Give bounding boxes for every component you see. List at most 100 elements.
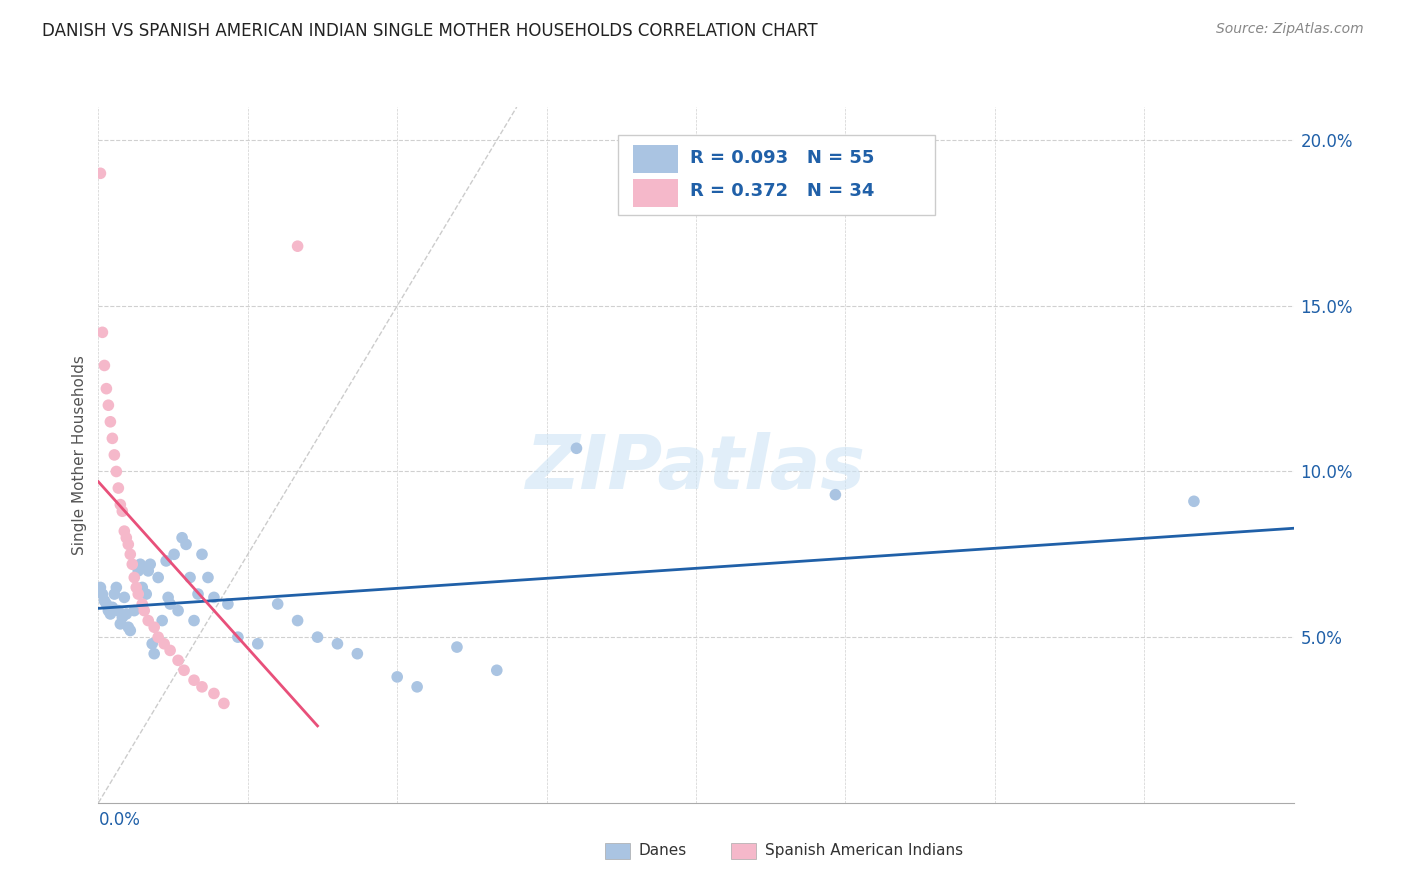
Point [89, 166, 111, 180]
Point [111, 610, 134, 624]
Text: Spanish American Indians: Spanish American Indians [765, 843, 963, 857]
Point [406, 680, 429, 694]
Point [93, 593, 115, 607]
Point [187, 587, 209, 601]
Point [1182, 494, 1205, 508]
Point [124, 570, 146, 584]
Point [103, 448, 125, 462]
Text: DANISH VS SPANISH AMERICAN INDIAN SINGLE MOTHER HOUSEHOLDS CORRELATION CHART: DANISH VS SPANISH AMERICAN INDIAN SINGLE… [42, 22, 818, 40]
Point [155, 554, 177, 568]
Point [127, 564, 149, 578]
Point [100, 607, 122, 621]
Point [197, 570, 219, 584]
Point [191, 547, 214, 561]
Point [97, 604, 120, 618]
Point [136, 564, 159, 578]
Point [179, 570, 201, 584]
Point [143, 647, 166, 661]
Point [385, 670, 409, 684]
Point [326, 637, 349, 651]
Point [135, 587, 157, 601]
Point [97, 398, 120, 412]
Point [217, 597, 239, 611]
Point [115, 531, 138, 545]
Bar [633, 178, 678, 207]
Point [107, 481, 129, 495]
Point [141, 637, 163, 651]
Point [103, 587, 125, 601]
Y-axis label: Single Mother Households: Single Mother Households [72, 355, 87, 555]
Point [129, 558, 152, 572]
Point [159, 643, 181, 657]
Point [89, 581, 111, 595]
Point [163, 547, 186, 561]
Bar [633, 145, 678, 173]
Point [143, 620, 166, 634]
Point [212, 697, 235, 711]
Point [246, 637, 269, 651]
Point [101, 431, 124, 445]
Point [267, 597, 290, 611]
Point [148, 570, 170, 584]
Point [117, 537, 139, 551]
Point [110, 616, 132, 631]
Point [346, 647, 368, 661]
Point [226, 630, 249, 644]
Point [120, 624, 142, 638]
Point [112, 591, 135, 605]
Point [100, 415, 122, 429]
Point [139, 558, 162, 572]
Point [136, 614, 159, 628]
Point [565, 442, 588, 456]
Point [110, 498, 132, 512]
Point [121, 558, 143, 572]
Point [125, 581, 148, 595]
Text: R = 0.093   N = 55: R = 0.093 N = 55 [690, 149, 875, 167]
Point [183, 614, 205, 628]
Point [202, 686, 225, 700]
Point [107, 604, 129, 618]
Point [167, 653, 190, 667]
Point [112, 524, 135, 538]
Point [120, 547, 142, 561]
Point [150, 614, 173, 628]
Point [191, 680, 214, 694]
Point [101, 600, 124, 615]
Point [115, 607, 138, 621]
Text: ZIPatlas: ZIPatlas [526, 433, 866, 506]
Point [93, 359, 115, 373]
FancyBboxPatch shape [619, 135, 935, 215]
Text: R = 0.372   N = 34: R = 0.372 N = 34 [690, 182, 875, 200]
Point [131, 581, 153, 595]
Point [96, 597, 118, 611]
Text: Source: ZipAtlas.com: Source: ZipAtlas.com [1216, 22, 1364, 37]
Point [157, 591, 180, 605]
Point [287, 239, 309, 253]
Point [91, 326, 114, 340]
Point [131, 597, 153, 611]
Point [96, 382, 118, 396]
Point [111, 504, 134, 518]
Point [124, 604, 146, 618]
Point [134, 604, 156, 618]
Point [202, 591, 225, 605]
Point [159, 597, 181, 611]
Point [174, 537, 197, 551]
Point [117, 620, 139, 634]
Point [167, 604, 190, 618]
Point [91, 587, 114, 601]
Point [148, 630, 170, 644]
Point [173, 663, 195, 677]
Text: Danes: Danes [638, 843, 686, 857]
Point [287, 614, 309, 628]
Text: 0.0%: 0.0% [98, 811, 141, 830]
Point [307, 630, 329, 644]
Point [105, 465, 128, 479]
Point [485, 663, 508, 677]
Point [172, 531, 194, 545]
Point [824, 488, 846, 502]
Point [105, 581, 128, 595]
Point [127, 587, 149, 601]
Point [153, 637, 176, 651]
Point [183, 673, 205, 688]
